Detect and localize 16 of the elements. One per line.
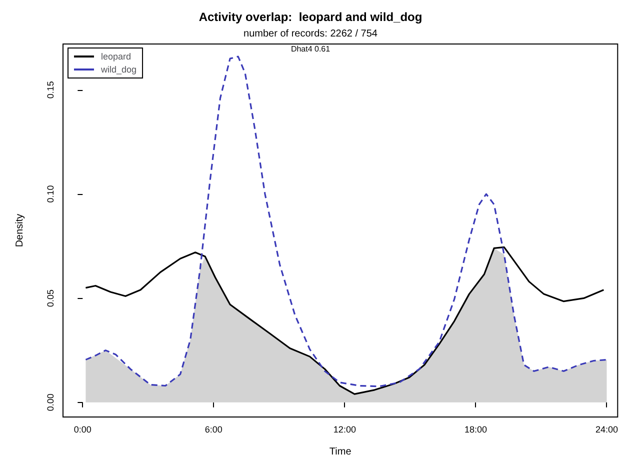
x-tick-label: 12:00: [333, 424, 356, 434]
x-axis-title: Time: [329, 446, 352, 458]
x-tick-label: 24:00: [595, 424, 618, 434]
chart-subtitle: number of records: 2262 / 754: [244, 28, 378, 40]
chart-title: Activity overlap: leopard and wild_dog: [198, 10, 422, 24]
legend-label: wild_dog: [100, 64, 137, 74]
x-tick-label: 0:00: [74, 424, 92, 434]
x-tick-label: 18:00: [464, 424, 487, 434]
y-tick-label: 0.10: [46, 185, 56, 203]
legend-label: leopard: [101, 52, 132, 62]
y-tick-label: 0.00: [46, 394, 56, 412]
x-tick-label: 6:00: [204, 424, 222, 434]
y-axis-title: Density: [14, 214, 26, 248]
y-tick-label: 0.15: [46, 81, 56, 99]
annotation: Dhat4 0.61: [290, 44, 331, 54]
y-tick-label: 0.05: [46, 289, 56, 307]
